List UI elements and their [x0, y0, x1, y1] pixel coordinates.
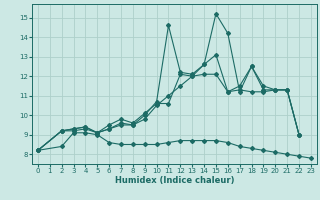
X-axis label: Humidex (Indice chaleur): Humidex (Indice chaleur) — [115, 176, 234, 185]
